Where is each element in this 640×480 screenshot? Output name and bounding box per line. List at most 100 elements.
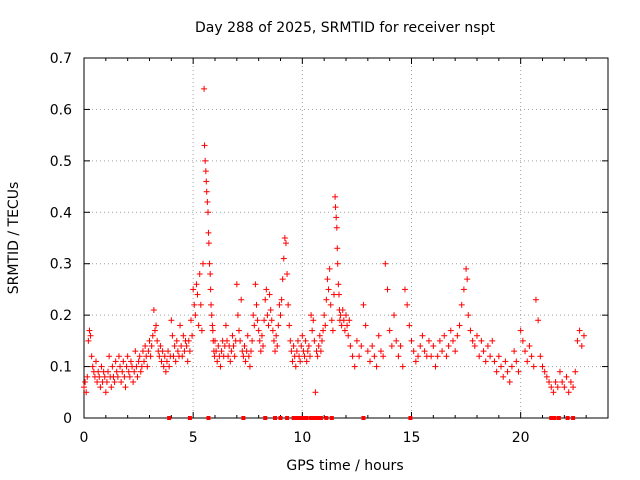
data-point: [373, 363, 380, 370]
data-point: [153, 322, 160, 329]
data-point: [543, 373, 550, 380]
data-point: [284, 271, 291, 277]
data-point: [255, 327, 262, 334]
data-point: [171, 343, 178, 349]
data-point: [419, 332, 426, 339]
data-point: [301, 353, 308, 360]
data-point: [264, 312, 271, 319]
data-point: [336, 291, 343, 298]
data-point: [250, 312, 257, 319]
data-point: [322, 322, 329, 329]
data-point: [454, 332, 461, 339]
data-point: [89, 363, 96, 370]
data-point: [267, 307, 274, 313]
axis-ticks: [83, 57, 608, 419]
data-point: [410, 348, 417, 355]
data-point: [297, 358, 304, 365]
data-point: [203, 188, 210, 195]
data-point: [207, 286, 214, 293]
data-point: [204, 199, 211, 205]
data-point: [406, 322, 413, 329]
chart-title: Day 288 of 2025, SRMTID for receiver nsp…: [195, 20, 495, 36]
data-point: [163, 358, 170, 365]
data-point: [139, 348, 146, 355]
data-point: [279, 276, 286, 283]
data-point: [428, 353, 435, 360]
data-point: [217, 363, 224, 370]
data-point: [86, 327, 93, 334]
data-point: [343, 312, 349, 319]
data-point: [292, 363, 299, 370]
data-point: [275, 322, 282, 329]
data-point: [332, 204, 339, 211]
data-point: [84, 373, 91, 380]
data-point: [369, 343, 376, 349]
data-point: [546, 379, 553, 385]
data-point: [187, 317, 194, 324]
data-point: [349, 353, 356, 360]
data-point: [170, 353, 177, 360]
x-tick-labels: 0 5 10 15 20: [80, 430, 530, 446]
data-point: [358, 343, 365, 349]
data-point: [559, 379, 566, 385]
data-point: [172, 358, 179, 365]
data-point: [311, 337, 318, 344]
data-point: [276, 301, 283, 308]
data-point: [315, 343, 322, 349]
data-point: [278, 296, 285, 303]
data-point: [502, 358, 509, 365]
data-point: [340, 317, 347, 324]
data-point: [277, 312, 284, 319]
data-point: [285, 301, 292, 308]
data-point: [95, 368, 102, 375]
data-point: [333, 224, 340, 231]
data-point: [541, 368, 548, 375]
data-point: [156, 353, 163, 360]
y-tick-label: 0.6: [50, 102, 72, 118]
data-point: [224, 337, 231, 344]
data-point: [316, 332, 323, 339]
data-point: [325, 286, 332, 293]
data-point: [251, 322, 258, 329]
data-point: [113, 368, 120, 375]
data-point: [88, 353, 95, 360]
data-point: [228, 348, 235, 355]
data-point: [122, 384, 129, 391]
data-point: [227, 358, 234, 365]
data-point: [432, 363, 439, 370]
data-point: [321, 312, 328, 319]
data-point: [208, 312, 215, 319]
data-point: [147, 353, 154, 360]
data-point: [328, 317, 335, 324]
data-point: [82, 379, 89, 385]
data-point: [578, 343, 585, 349]
data-point: [246, 363, 253, 370]
data-point: [148, 343, 155, 349]
data-point: [391, 312, 398, 319]
data-point: [364, 348, 371, 355]
data-point: [498, 363, 505, 370]
data-point: [353, 337, 360, 344]
data-point: [205, 240, 212, 247]
data-point: [351, 363, 358, 370]
data-point: [334, 245, 341, 252]
data-point: [149, 332, 156, 339]
data-point: [463, 265, 470, 272]
y-tick-label: 0.1: [50, 360, 72, 376]
data-point: [554, 384, 561, 391]
data-point: [131, 368, 138, 375]
data-point: [169, 332, 176, 339]
data-point: [393, 337, 400, 344]
data-point: [443, 353, 450, 360]
data-point: [261, 317, 268, 324]
data-point: [178, 343, 185, 349]
data-point: [309, 327, 316, 334]
data-point: [404, 301, 411, 308]
data-point: [202, 157, 209, 164]
data-point: [94, 379, 101, 385]
data-point: [289, 358, 296, 365]
data-point: [165, 348, 172, 355]
x-tick-label: 15: [403, 430, 421, 446]
data-point: [105, 368, 112, 375]
data-point: [380, 353, 387, 360]
